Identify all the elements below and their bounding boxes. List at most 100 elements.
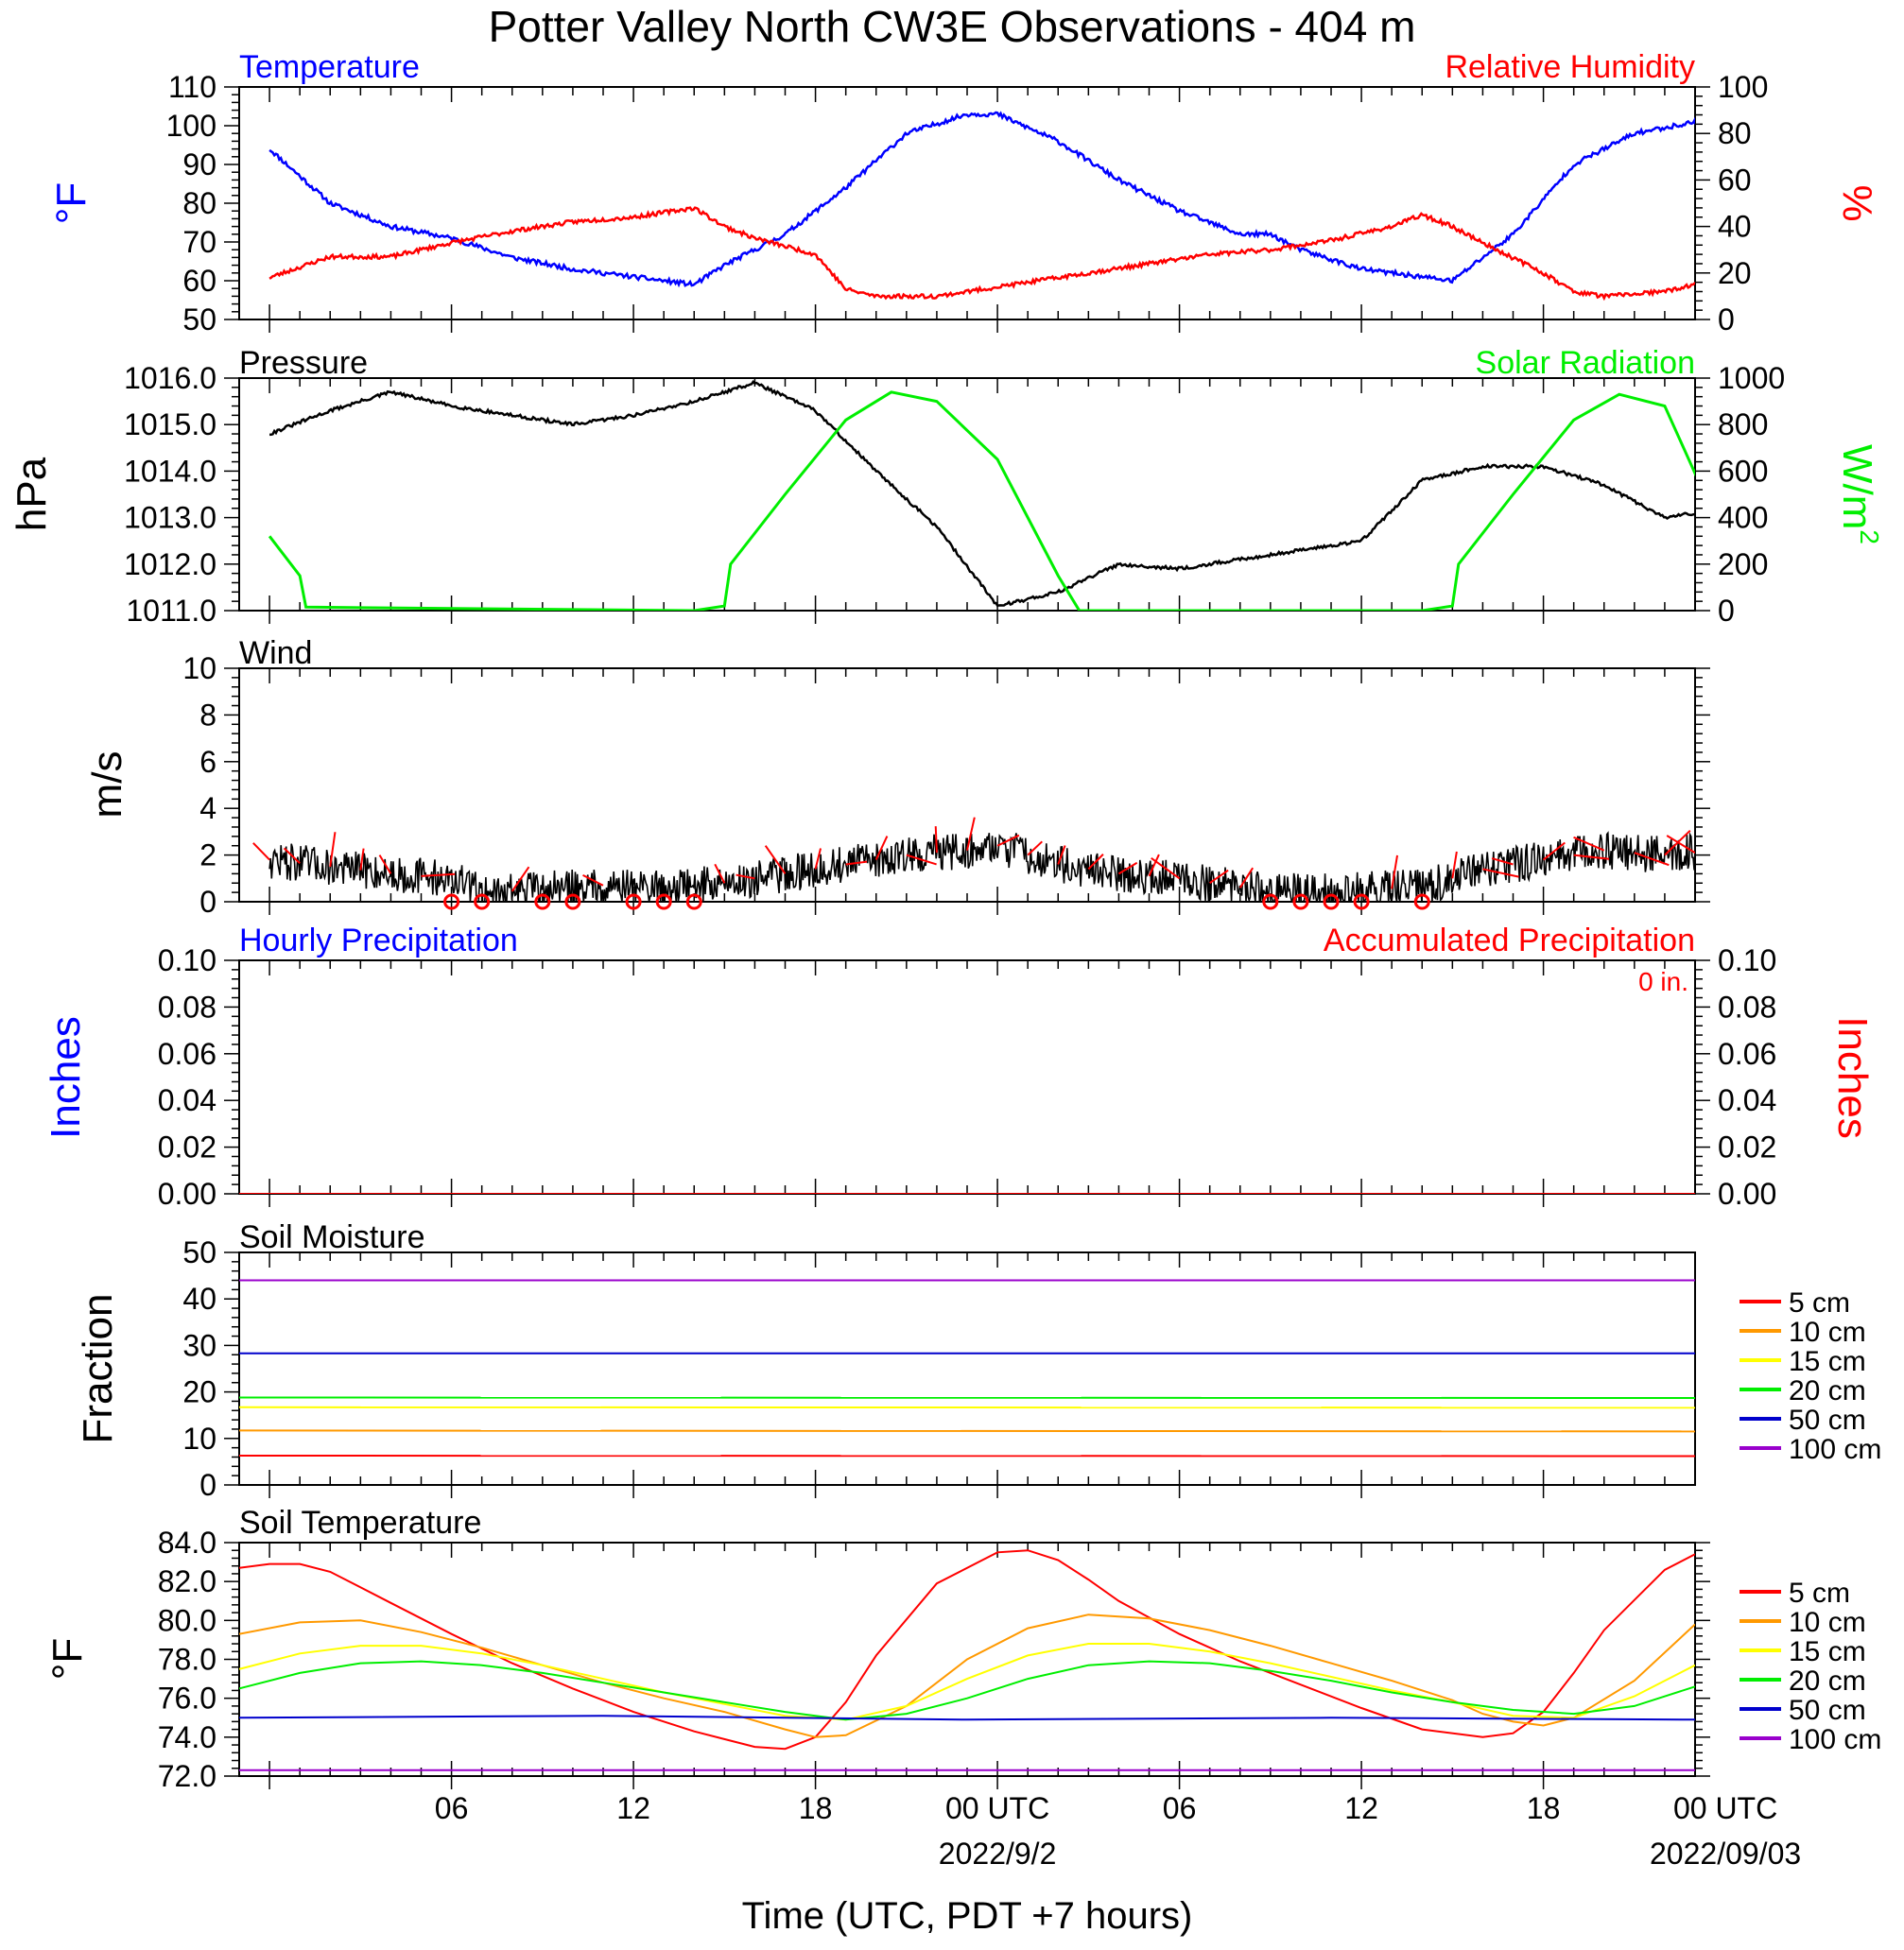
wind-barb bbox=[1057, 845, 1066, 865]
y-tick-label-right: 200 bbox=[1718, 547, 1768, 581]
y-tick-label-right: 400 bbox=[1718, 501, 1768, 535]
y-tick-label-right: 0.02 bbox=[1718, 1130, 1776, 1165]
wind-barb bbox=[1087, 854, 1104, 871]
wind-barb bbox=[359, 848, 365, 871]
panel-temperature-humidity: Temperature Relative Humidity °F % bbox=[48, 49, 1880, 320]
wind-unit-label: m/s bbox=[84, 751, 130, 819]
wind-barb bbox=[1451, 851, 1458, 879]
y-tick-label-left: 74.0 bbox=[158, 1720, 216, 1754]
legend-label: 100 cm bbox=[1789, 1724, 1881, 1755]
y-tick-label-left: 0.04 bbox=[158, 1083, 216, 1117]
humidity-unit-label: % bbox=[1834, 184, 1880, 221]
hourly-precip-title: Hourly Precipitation bbox=[239, 923, 518, 958]
series-line-temperature bbox=[268, 111, 1695, 288]
x-tick-label: 00 UTC bbox=[1673, 1791, 1777, 1825]
soil-temperature-title: Soil Temperature bbox=[239, 1505, 481, 1541]
y-tick-label-right: 0.10 bbox=[1718, 943, 1776, 977]
calm-wind-marker bbox=[685, 893, 702, 910]
y-tick-label-left: 1012.0 bbox=[124, 547, 216, 581]
y-tick-label-left: 8 bbox=[199, 698, 216, 732]
y-tick-label-left: 100 bbox=[166, 109, 216, 143]
calm-wind-marker bbox=[655, 893, 672, 910]
legend-label: 15 cm bbox=[1789, 1636, 1866, 1667]
wind-barb bbox=[421, 872, 456, 877]
x-date-label: 2022/09/03 bbox=[1650, 1837, 1801, 1871]
y-tick-label-left: 40 bbox=[182, 1282, 216, 1316]
x-axis-label: Time (UTC, PDT +7 hours) bbox=[742, 1895, 1193, 1937]
y-tick-label-right: 0.06 bbox=[1718, 1037, 1776, 1071]
wind-barb bbox=[764, 845, 787, 874]
wind-barb bbox=[1391, 854, 1398, 889]
wind-barb bbox=[1117, 861, 1138, 875]
x-tick-label: 12 bbox=[1344, 1791, 1378, 1825]
wind-barb bbox=[1573, 836, 1605, 852]
y-tick-label-left: 72.0 bbox=[158, 1759, 216, 1793]
legend-label: 5 cm bbox=[1789, 1287, 1850, 1319]
y-tick-label-left: 80 bbox=[182, 186, 216, 220]
y-tick-label-left: 60 bbox=[182, 264, 216, 298]
calm-wind-marker bbox=[625, 893, 642, 910]
wind-barb bbox=[874, 836, 889, 860]
y-tick-label-left: 6 bbox=[199, 745, 216, 779]
panel-precipitation: Hourly Precipitation Accumulated Precipi… bbox=[43, 923, 1876, 1195]
precip-total-label: 0 in. bbox=[1638, 967, 1688, 996]
y-tick-label-left: 50 bbox=[182, 1235, 216, 1269]
y-tick-label-right: 80 bbox=[1718, 116, 1752, 150]
wind-barb bbox=[378, 854, 392, 874]
wind-barb bbox=[511, 866, 530, 892]
wind-barb bbox=[582, 873, 604, 887]
y-tick-label-left: 80.0 bbox=[158, 1603, 216, 1637]
y-tick-label-left: 1011.0 bbox=[127, 594, 217, 628]
wind-barb bbox=[996, 834, 1020, 847]
x-date-label: 2022/9/2 bbox=[939, 1837, 1057, 1871]
wind-barb bbox=[1148, 854, 1160, 877]
wind-barb bbox=[1542, 841, 1566, 861]
series-line-10-cm bbox=[239, 1429, 1695, 1433]
pressure-title: Pressure bbox=[239, 345, 368, 381]
panel-frame bbox=[238, 959, 1696, 1195]
wind-barb bbox=[1482, 868, 1519, 878]
wind-barb bbox=[1634, 852, 1670, 867]
y-tick-label-left: 10 bbox=[182, 1422, 216, 1456]
y-tick-label-left: 78.0 bbox=[158, 1643, 216, 1677]
panel-pressure-solar: Pressure Solar Radiation hPa W/m2 bbox=[9, 345, 1884, 612]
soil-moisture-unit-label: Fraction bbox=[75, 1294, 121, 1444]
wind-barb bbox=[1238, 867, 1255, 889]
panel-frame bbox=[238, 667, 1696, 903]
series-line-wind bbox=[268, 831, 1695, 902]
legend-label: 50 cm bbox=[1789, 1405, 1866, 1436]
y-tick-label-left: 90 bbox=[182, 147, 216, 181]
legend-label: 20 cm bbox=[1789, 1665, 1866, 1697]
y-tick-label-right: 1000 bbox=[1718, 361, 1785, 395]
y-tick-label-left: 1016.0 bbox=[124, 361, 216, 395]
y-tick-label-left: 1013.0 bbox=[124, 501, 216, 535]
wind-barb bbox=[1573, 854, 1610, 860]
x-tick-label: 00 UTC bbox=[945, 1791, 1049, 1825]
y-tick-label-left: 30 bbox=[182, 1328, 216, 1362]
accumulated-precip-title: Accumulated Precipitation bbox=[1324, 923, 1695, 958]
legend-label: 10 cm bbox=[1789, 1317, 1866, 1348]
x-tick-label: 18 bbox=[1527, 1791, 1561, 1825]
series-line-relative-humidity bbox=[268, 206, 1695, 302]
y-tick-label-left: 4 bbox=[199, 791, 216, 825]
solar-unit-exponent: 2 bbox=[1855, 529, 1884, 544]
y-tick-label-right: 0 bbox=[1718, 302, 1735, 337]
calm-wind-marker bbox=[474, 893, 491, 910]
y-tick-label-left: 0.02 bbox=[158, 1130, 216, 1165]
series-line-5-cm bbox=[239, 1549, 1695, 1751]
legend-label: 10 cm bbox=[1789, 1607, 1866, 1638]
wind-barb bbox=[252, 842, 270, 861]
y-tick-label-right: 0 bbox=[1718, 594, 1735, 628]
solar-unit-label: W/m2 bbox=[1834, 444, 1884, 544]
series-line-50-cm bbox=[239, 1715, 1695, 1721]
legend-label: 50 cm bbox=[1789, 1695, 1866, 1726]
pressure-unit-label: hPa bbox=[9, 457, 55, 531]
series-line-20-cm bbox=[239, 1660, 1695, 1721]
x-tick-label: 06 bbox=[435, 1791, 469, 1825]
wind-barb bbox=[329, 832, 337, 868]
y-tick-label-right: 40 bbox=[1718, 210, 1752, 244]
y-tick-label-right: 0.00 bbox=[1718, 1177, 1776, 1211]
legend-label: 5 cm bbox=[1789, 1578, 1850, 1609]
